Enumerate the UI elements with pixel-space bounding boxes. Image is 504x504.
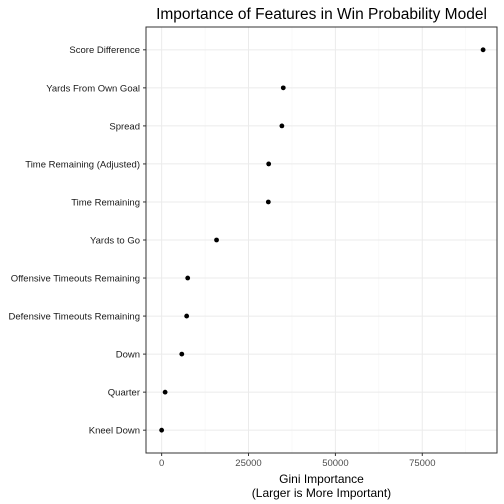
data-points (159, 47, 486, 433)
x-axis-label-line-1: Gini Importance (279, 472, 364, 486)
data-point (185, 275, 191, 281)
x-tick-label: 75000 (409, 458, 435, 469)
y-tick-label: Down (116, 350, 140, 361)
data-point (179, 351, 185, 357)
y-tick-label: Score Difference (69, 45, 140, 56)
y-tick-label: Spread (109, 121, 140, 132)
y-tick-label: Offensive Timeouts Remaining (11, 273, 140, 284)
y-tick-label: Yards From Own Goal (46, 83, 140, 94)
data-point (279, 123, 285, 129)
data-point (159, 427, 165, 433)
x-axis: 0 25000 50000 75000 (159, 453, 435, 469)
data-point (266, 161, 272, 167)
data-point (480, 47, 486, 53)
data-point (162, 389, 168, 395)
y-tick-label: Kneel Down (89, 426, 140, 437)
x-tick-label: 0 (159, 458, 164, 469)
y-tick-label: Time Remaining (Adjusted) (25, 159, 140, 170)
data-point (265, 199, 271, 205)
x-axis-label-line-2: (Larger is More Important) (252, 486, 391, 500)
x-tick-label: 50000 (322, 458, 348, 469)
data-point (184, 313, 190, 319)
data-point (280, 85, 286, 91)
x-tick-label: 25000 (235, 458, 261, 469)
chart-title: Importance of Features in Win Probabilit… (156, 6, 487, 23)
y-tick-label: Yards to Go (90, 235, 140, 246)
grid (146, 27, 497, 453)
y-axis: Score Difference Yards From Own Goal Sprea… (9, 45, 146, 437)
y-tick-label: Quarter (108, 388, 140, 399)
y-tick-label: Time Remaining (71, 197, 140, 208)
data-point (214, 237, 219, 243)
y-tick-label: Defensive Timeouts Remaining (9, 311, 140, 322)
